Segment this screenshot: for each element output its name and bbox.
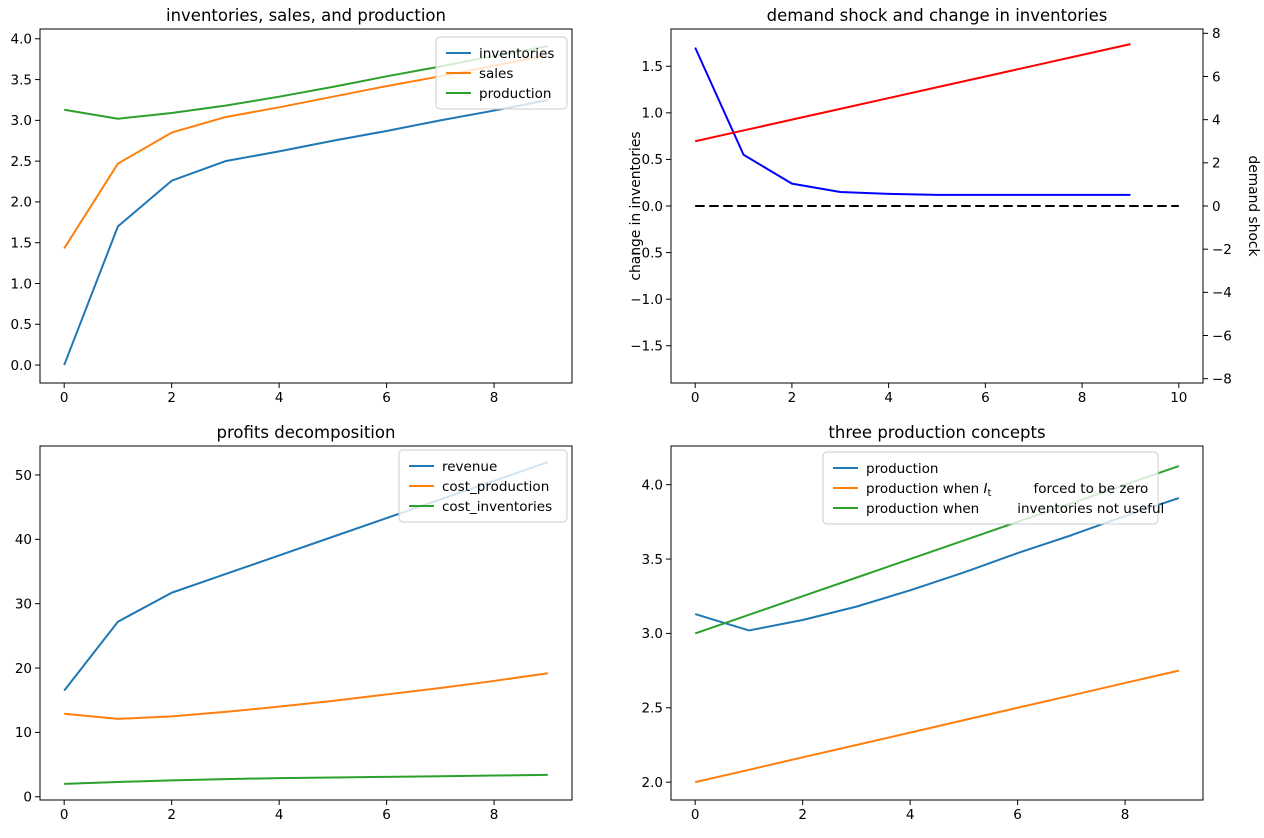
chart-profits-decomposition: profits decomposition 0 2 4 6 8 0 10 20 30 40 50 rev… xyxy=(15,423,573,823)
x-tick-label: 4 xyxy=(884,390,893,406)
y-tick-label: −1.5 xyxy=(630,339,663,355)
legend-label: revenue xyxy=(442,459,497,475)
y-tick-label: 50 xyxy=(15,468,32,484)
x-tick-label: 8 xyxy=(1078,390,1087,406)
legend: production production when It forced to be… xyxy=(822,451,1164,525)
y-tick-label: 2.5 xyxy=(642,701,663,717)
chart-inventories-sales-production: inventories, sales, and production 0 2 4 6 8 0… xyxy=(11,6,573,406)
legend-box xyxy=(822,451,1159,525)
y-tick-label: 2.0 xyxy=(11,195,32,211)
y-tick-label: 3.5 xyxy=(642,552,663,568)
y-tick-label: 20 xyxy=(15,661,32,677)
legend-label: production xyxy=(866,461,939,477)
y-tick-label: 3.5 xyxy=(11,72,32,88)
legend-label: sales xyxy=(479,66,513,82)
chart-title: demand shock and change in inventories xyxy=(767,6,1108,25)
y-tick-label: 2.0 xyxy=(642,775,663,791)
y2-tick-label: 6 xyxy=(1212,69,1221,85)
legend-label: inventories xyxy=(479,46,554,62)
x-tick-label: 8 xyxy=(1121,807,1130,823)
y2-tick-label: 8 xyxy=(1212,26,1221,42)
y-tick-label: 0.5 xyxy=(11,317,32,333)
x-tick-label: 2 xyxy=(788,390,797,406)
y-axis-label-left: change in inventories xyxy=(628,131,644,280)
y-tick-label: 1.0 xyxy=(11,276,32,292)
legend: inventories sales production xyxy=(435,36,568,110)
y2-tick-label: −6 xyxy=(1212,328,1232,344)
x-tick-label: 0 xyxy=(60,807,69,823)
x-tick-label: 4 xyxy=(275,807,284,823)
legend-label: cost_production xyxy=(442,479,549,495)
chart-title: inventories, sales, and production xyxy=(166,6,446,25)
x-tick-label: 6 xyxy=(382,390,391,406)
legend: revenue cost_production cost_inventories xyxy=(398,449,568,523)
series-cost-inventories xyxy=(64,773,548,785)
series-demand-shock xyxy=(694,43,1131,143)
x-tick-label: 2 xyxy=(798,807,807,823)
plot-series xyxy=(694,43,1179,207)
axes-spines xyxy=(670,445,1204,801)
y-tick-label: 1.0 xyxy=(642,106,663,122)
y-tick-label: 3.0 xyxy=(11,113,32,129)
x-tick-label: 2 xyxy=(167,807,176,823)
legend-label: cost_inventories xyxy=(442,499,552,515)
y-tick-label: 0 xyxy=(23,790,32,806)
y2-tick-label: −2 xyxy=(1212,242,1232,258)
x-tick-label: 0 xyxy=(691,807,700,823)
x-tick-label: 10 xyxy=(1170,390,1187,406)
y-tick-label: 10 xyxy=(15,725,32,741)
y-tick-label: 3.0 xyxy=(642,626,663,642)
series-production-when-i-t-forced-to-be-zero xyxy=(694,669,1180,784)
series-production xyxy=(694,497,1180,632)
legend-label: production when It forced to be zero xyxy=(866,481,1148,499)
chart-title: profits decomposition xyxy=(217,423,396,442)
y-tick-label: 4.0 xyxy=(642,477,663,493)
y2-tick-label: 4 xyxy=(1212,112,1221,128)
x-tick-label: 6 xyxy=(1013,807,1022,823)
x-tick-label: 0 xyxy=(691,390,700,406)
y-tick-label: −0.5 xyxy=(630,245,663,261)
y-tick-label: 0.5 xyxy=(642,152,663,168)
series-inventories xyxy=(63,98,549,366)
y2-tick-label: −4 xyxy=(1212,285,1232,301)
legend-label: production when inventories not useful xyxy=(866,501,1164,517)
y-tick-label: 1.5 xyxy=(642,59,663,75)
x-tick-label: 4 xyxy=(906,807,915,823)
y-tick-label: −1.0 xyxy=(630,292,663,308)
series-change-in-inventories xyxy=(694,47,1131,196)
chart-three-production-concepts: three production concepts 0 2 4 6 8 2.0 2.5 3.0 3… xyxy=(642,423,1204,823)
y-tick-label: 40 xyxy=(15,532,32,548)
x-tick-label: 2 xyxy=(167,390,176,406)
chart-demand-shock-change-in-inventories: demand shock and change in inventories 0 2… xyxy=(628,6,1261,406)
y-tick-label: 4.0 xyxy=(11,32,32,48)
y-tick-label: 0.0 xyxy=(642,199,663,215)
y-tick-label: 1.5 xyxy=(11,236,32,252)
legend-label: production xyxy=(479,86,552,102)
y2-tick-label: −8 xyxy=(1212,371,1232,387)
y-tick-label: 30 xyxy=(15,596,32,612)
x-tick-label: 8 xyxy=(490,807,499,823)
y-tick-label: 2.5 xyxy=(11,154,32,170)
x-tick-label: 0 xyxy=(60,390,69,406)
y2-tick-label: 0 xyxy=(1212,199,1221,215)
legend-box xyxy=(435,36,568,110)
axes-spines xyxy=(39,445,573,801)
y-axis-label-right: demand shock xyxy=(1245,156,1261,257)
x-tick-label: 4 xyxy=(275,390,284,406)
legend-box xyxy=(398,449,568,523)
x-tick-label: 6 xyxy=(981,390,990,406)
x-tick-label: 8 xyxy=(490,390,499,406)
x-tick-label: 6 xyxy=(382,807,391,823)
y-tick-label: 0.0 xyxy=(11,358,32,374)
y2-tick-label: 2 xyxy=(1212,156,1221,172)
chart-title: three production concepts xyxy=(828,423,1045,442)
axes-spines xyxy=(39,28,573,384)
series-cost-production xyxy=(64,672,548,720)
